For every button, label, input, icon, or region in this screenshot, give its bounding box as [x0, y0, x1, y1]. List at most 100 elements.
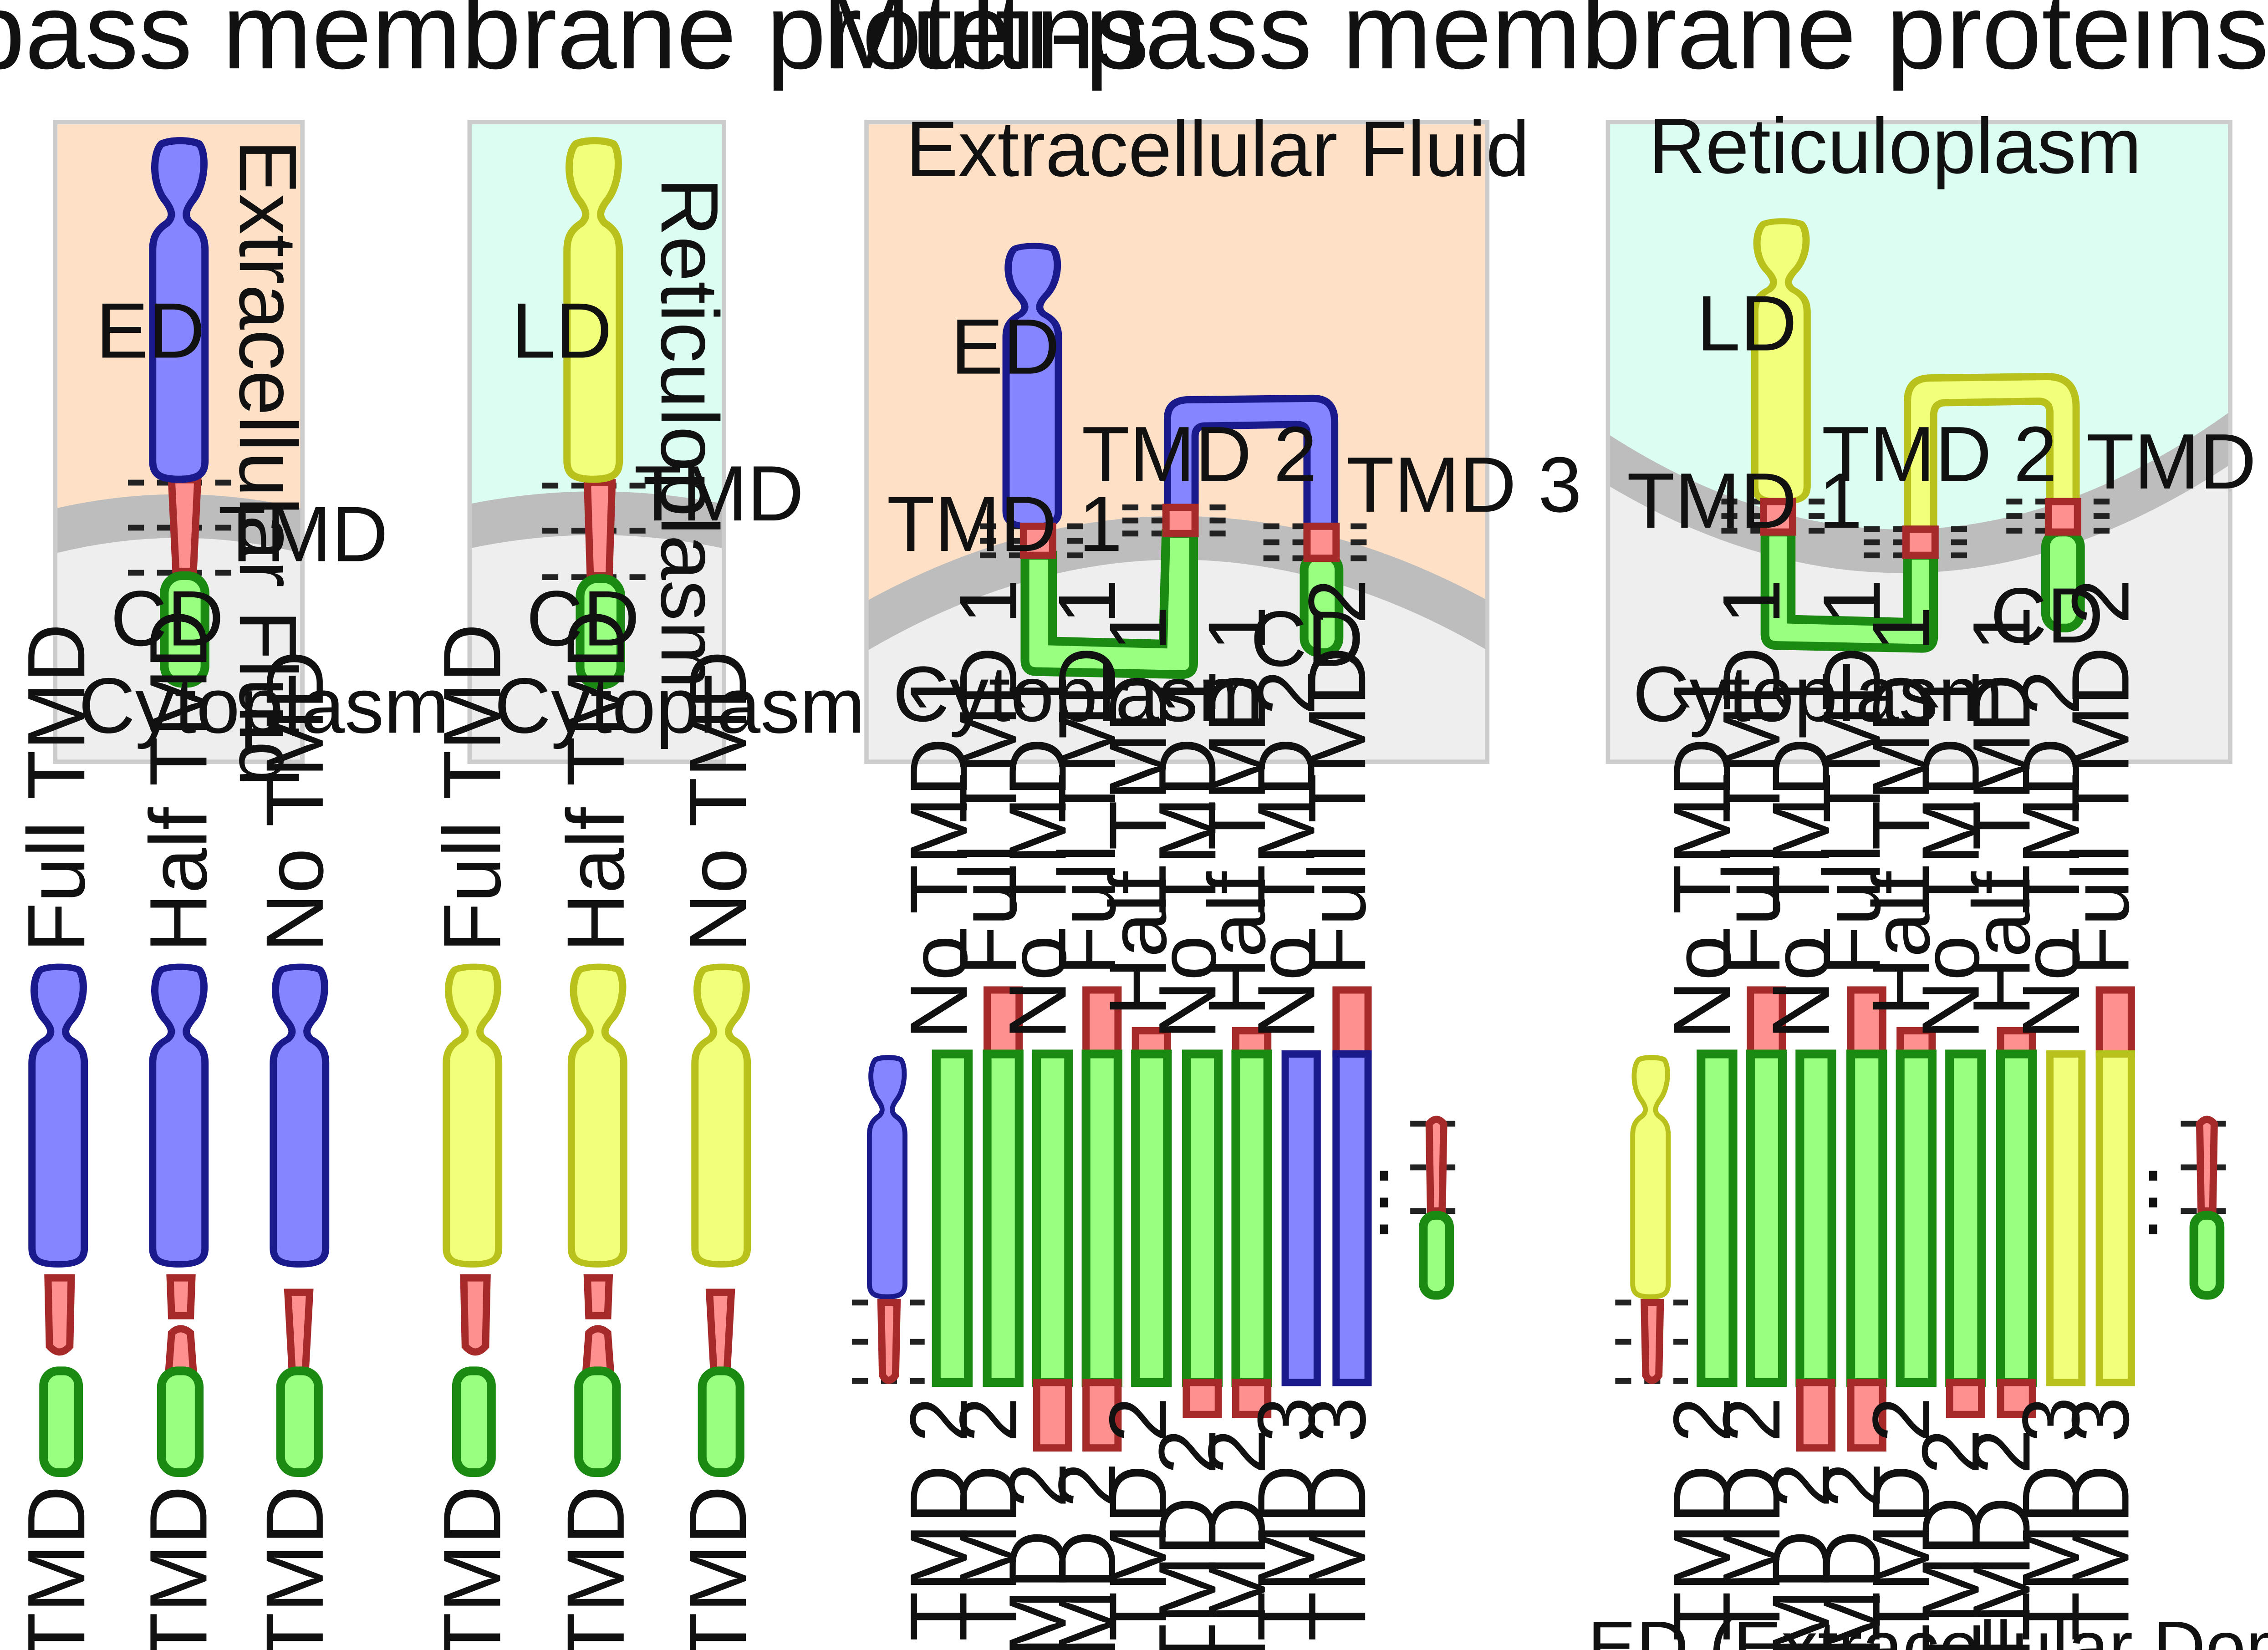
multi2-top-label-5: Half TMD 1 [1855, 606, 1947, 1016]
multi-top-label-6: No TMD 1 [1142, 670, 1233, 1039]
segment-tmd-half-bottom [1182, 1379, 1222, 1418]
tmd3-segment [1303, 522, 1340, 562]
extracellular-loop [1163, 394, 1339, 530]
tmd-segment [583, 479, 616, 580]
ellipsis: ⋮ [1345, 1156, 1423, 1244]
panel4-tmd1-label: TMD 1 [1627, 457, 1862, 545]
panel3-cytoplasm-label: Cytoplasm [892, 650, 1263, 738]
tmd2-segment [1902, 525, 1939, 559]
segment-bar-4 [1846, 1049, 1887, 1387]
variant-domain-full [446, 967, 499, 1264]
panel4-compartment-label: Reticuloplasm [1649, 102, 2142, 190]
segment-bar-2 [1746, 1049, 1787, 1387]
segment-bar-9 [2095, 1050, 2135, 1386]
panel-multi-pass-extracellular [866, 122, 1488, 762]
variant-cd [452, 1366, 496, 1477]
cytoplasmic-domain [160, 571, 209, 688]
panel1-compartment-label: Extracellular Fluid [223, 140, 314, 787]
panel-single-pass-extracellular [55, 122, 303, 762]
multi2-top-label-7: Half TMD 1 [1956, 606, 2047, 1016]
tmd3-segment [2044, 498, 2081, 536]
segment-tmd-bottom [1082, 1379, 1122, 1452]
panel3-tmd2-label: TMD 2 [1082, 410, 1317, 498]
multi2-bottom-label-1: No TMD 2 [1656, 1397, 1748, 1650]
multi-bottom-label-9: No TMD 3 [1291, 1397, 1382, 1650]
panel4-cd-label: CD [1990, 571, 2104, 659]
single-bottom-label-6: Full TMD [672, 1486, 763, 1650]
segment-bar-4 [1081, 1049, 1122, 1387]
panel2-ld-label: LD [512, 286, 612, 374]
multi-pass-segments-reticuloplasm: ⋮ [1615, 986, 2230, 1452]
variant-cd [276, 1366, 323, 1477]
small-tmd [877, 1299, 901, 1384]
segment-tmd-bottom [1847, 1379, 1886, 1452]
multi-bottom-label-7: Half TMD 2 [1191, 1429, 1282, 1650]
segment-bar-9 [1332, 1050, 1372, 1386]
single-bottom-label-5: Half TMD [550, 1486, 641, 1650]
segment-tmd-top [1082, 986, 1122, 1058]
tmd-segment [168, 476, 202, 575]
segment-tmd-bottom [1796, 1379, 1836, 1452]
small-tmd [2196, 1115, 2218, 1215]
multi2-bottom-label-6: Half TMD 2 [1905, 1429, 1996, 1650]
single-bottom-label-4: No TMD [426, 1486, 517, 1650]
multi-pass-segments-extracellular: ⋮ [852, 986, 1460, 1452]
panel3-ed-label: ED [951, 303, 1060, 391]
multi2-bottom-label-3: Full TMD 2 [1755, 1462, 1846, 1650]
multi-bottom-label-5: No TMD 2 [1092, 1397, 1183, 1650]
segment-bar-3 [1795, 1049, 1836, 1387]
tmd1-segment [1760, 498, 1796, 536]
multi2-bottom-label-2: No TMD 2 [1706, 1397, 1797, 1650]
multi-pass-heading: Multi-pass membrane proteins [822, 0, 2268, 92]
multi-top-label-7: Half TMD 1 [1191, 606, 1282, 1016]
segment-bar-6 [1182, 1049, 1223, 1387]
segment-tmd-half-bottom [1997, 1379, 2036, 1418]
variant-tmd-part1 [166, 1274, 196, 1319]
panel4-tmd3-label: TMD 3 [2086, 418, 2268, 505]
multi-bottom-label-2: No TMD 2 [943, 1397, 1034, 1650]
segment-bar-3 [1032, 1049, 1073, 1387]
segment-tmd-top [2095, 986, 2135, 1058]
tmd1-segment [1019, 522, 1056, 559]
variant-cd [574, 1366, 621, 1477]
multi2-bottom-label-8: No TMD 3 [2005, 1397, 2096, 1650]
multi2-top-label-3: No TMD 1 [1755, 670, 1846, 1039]
variant-tmd-half [460, 1274, 491, 1356]
variant-domain-half [153, 967, 205, 1264]
multi-top-label-5: Half TMD 1 [1092, 606, 1183, 1016]
panel1-cytoplasm-label: Cytoplasm [78, 662, 449, 749]
single-top-label-1: Full TMD [10, 624, 102, 952]
small-tmd [1641, 1299, 1664, 1384]
small-tmd [1425, 1115, 1447, 1215]
multi-top-label-3: No TMD 1 [992, 670, 1083, 1039]
multi2-top-label-9: Full TMD 2 [2054, 579, 2146, 976]
lumenal-loop [1904, 372, 2080, 533]
multi-bottom-label-1: No TMD 2 [893, 1397, 984, 1650]
segment-bar-5 [1896, 1049, 1937, 1387]
panel4-ld-label: LD [1697, 280, 1797, 367]
small-lumenal-domain [1633, 1058, 1668, 1297]
multi2-bottom-label-9: No TMD 3 [2054, 1397, 2146, 1650]
panel3-tmd3-label: TMD 3 [1346, 441, 1582, 529]
single-bottom-label-2: Half TMD [133, 1486, 224, 1650]
single-top-label-3: No TMD [249, 651, 340, 952]
segment-tmd-top [1747, 986, 1786, 1058]
multi2-bottom-label-5: No TMD 2 [1855, 1397, 1947, 1650]
panel3-cd-label: CD [1250, 595, 1364, 682]
multi-bottom-label-6: Half TMD 2 [1142, 1429, 1233, 1650]
variant-cd [157, 1366, 204, 1477]
segment-bar-6 [1945, 1049, 1986, 1387]
single-top-label-2: Half TMD [133, 610, 224, 952]
segment-bar-5 [1131, 1049, 1172, 1387]
panel1-ed-label: ED [96, 286, 205, 374]
segment-bar-1 [932, 1049, 973, 1387]
panel2-cytoplasm-label: Cytoplasm [494, 662, 865, 749]
single-bottom-label-3: Full TMD [249, 1486, 340, 1650]
small-extracellular-domain [869, 1058, 905, 1297]
multi-bottom-label-3: Full TMD 2 [992, 1462, 1083, 1650]
variant-tmd-full [284, 1288, 314, 1376]
segment-bar-7 [1996, 1049, 2037, 1387]
segment-bar-8 [2046, 1050, 2086, 1386]
panel2-cd-label: CD [526, 575, 640, 662]
variant-tmd-part2 [582, 1325, 615, 1376]
